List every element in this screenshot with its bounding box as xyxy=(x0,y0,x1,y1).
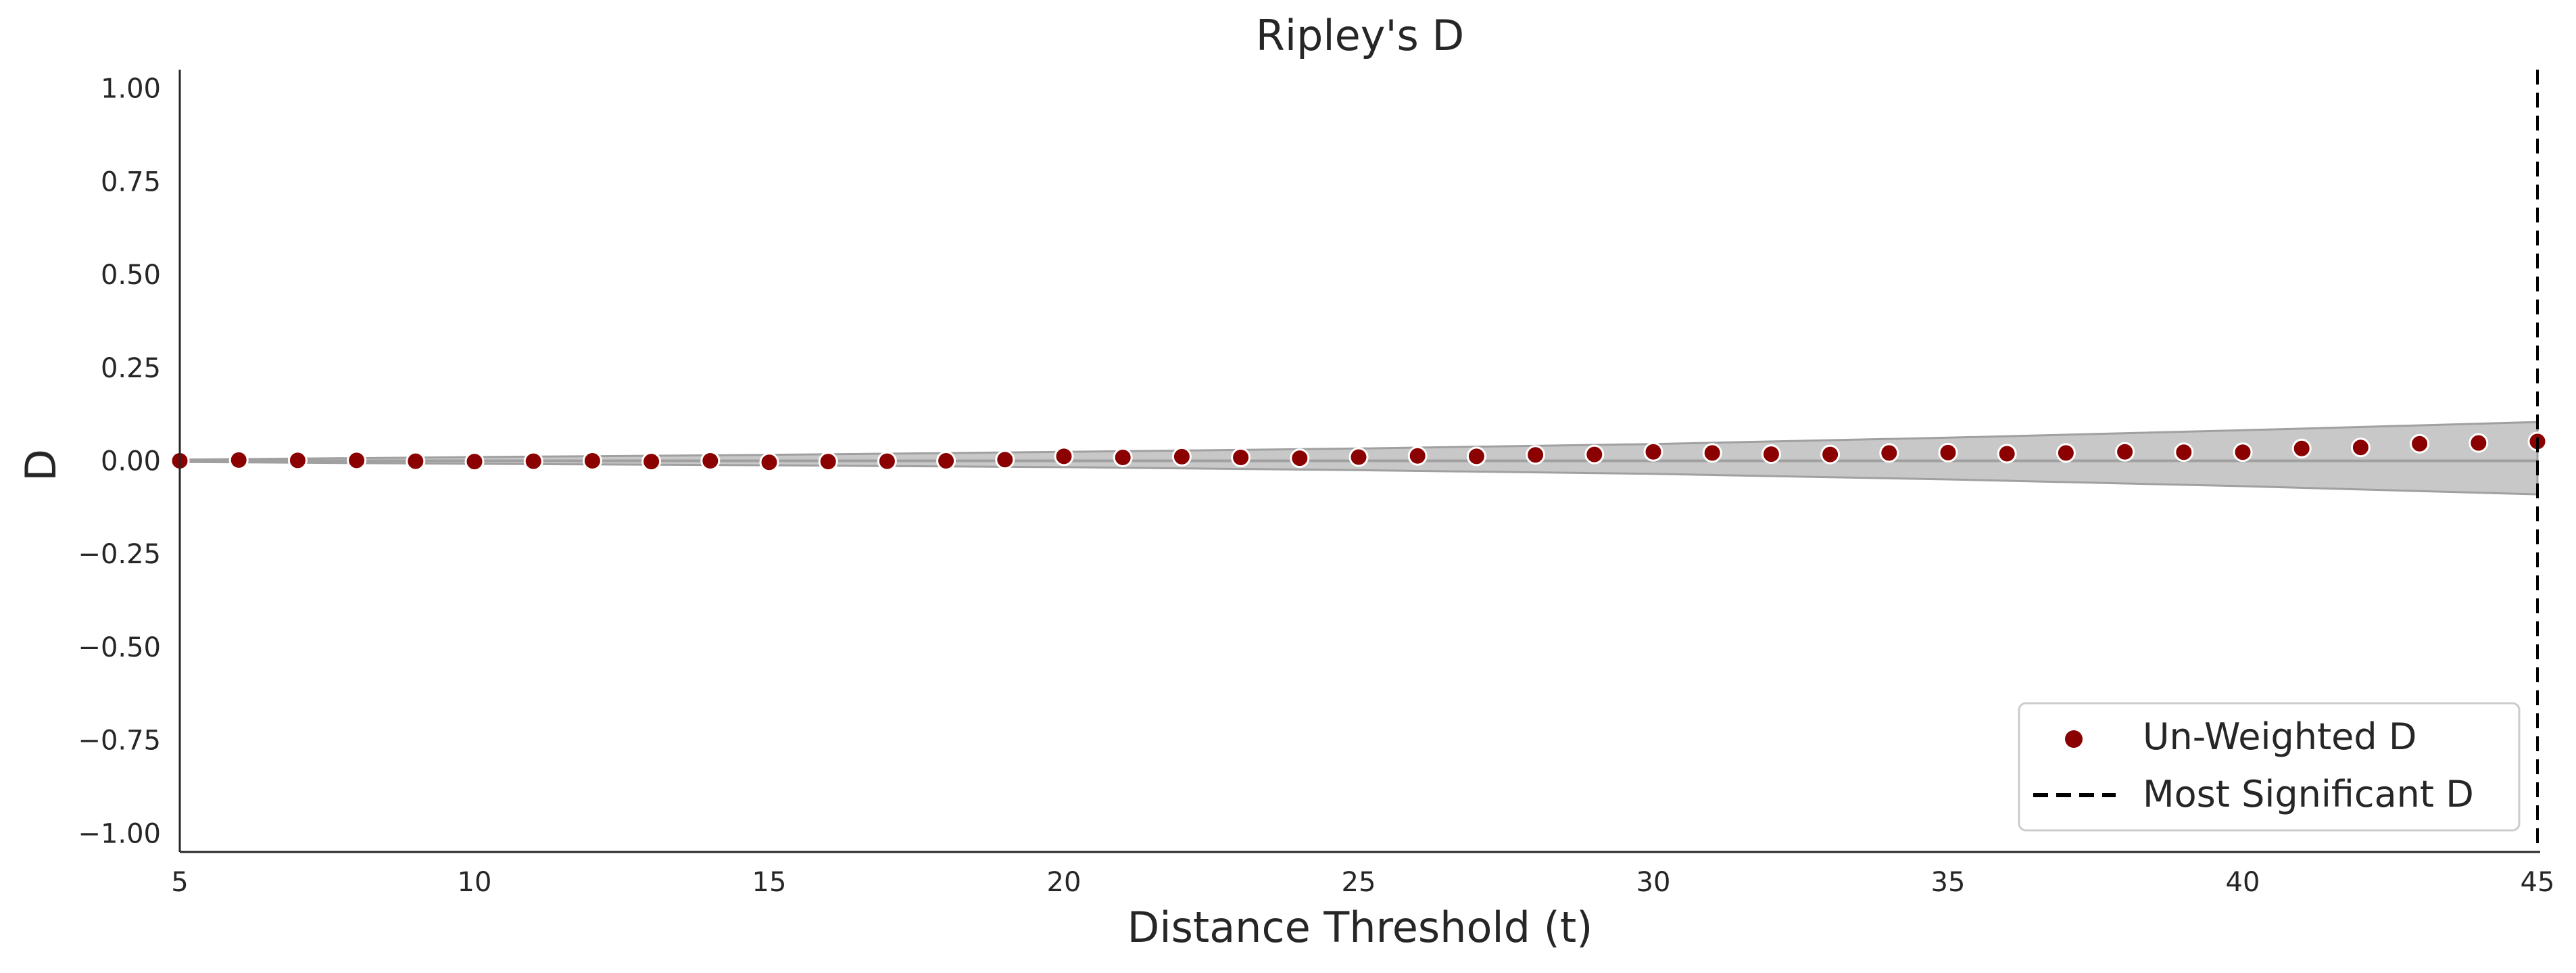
data-point xyxy=(1113,448,1133,467)
x-tick-label: 30 xyxy=(1636,867,1671,898)
data-point xyxy=(1348,447,1369,467)
data-point xyxy=(1938,442,1958,462)
x-axis-label: Distance Threshold (t) xyxy=(1127,903,1593,952)
x-tick-labels: 5 10 15 20 25 30 35 40 45 xyxy=(171,867,2554,898)
data-point xyxy=(2469,433,2489,453)
legend-label-unweighted: Un-Weighted D xyxy=(2143,715,2416,758)
data-point xyxy=(2056,443,2076,463)
data-point xyxy=(582,451,602,471)
data-point xyxy=(1526,445,1546,465)
data-point xyxy=(877,451,897,471)
x-tick-label: 5 xyxy=(171,867,188,898)
legend-marker-unweighted xyxy=(2065,730,2083,748)
x-tick-label: 25 xyxy=(1342,867,1376,898)
data-point xyxy=(1761,444,1781,465)
y-tick-label: −0.25 xyxy=(78,539,161,570)
data-point xyxy=(2291,438,2312,458)
data-point xyxy=(523,451,543,471)
data-point xyxy=(700,451,721,471)
data-point xyxy=(1879,443,1899,463)
y-tick-label: −0.75 xyxy=(78,726,161,757)
x-tick-label: 40 xyxy=(2226,867,2260,898)
data-point xyxy=(406,451,426,471)
x-tick-label: 10 xyxy=(458,867,492,898)
data-point xyxy=(2233,442,2253,462)
x-tick-label: 15 xyxy=(752,867,787,898)
x-tick-label: 45 xyxy=(2521,867,2555,898)
y-tick-label: 0.75 xyxy=(101,166,161,197)
y-tick-label: 0.50 xyxy=(101,260,161,291)
data-point xyxy=(818,452,838,472)
data-point xyxy=(1171,446,1192,467)
data-point xyxy=(1820,444,1841,465)
data-point xyxy=(1997,444,2017,464)
data-point xyxy=(347,450,367,471)
chart-title: Ripley's D xyxy=(1256,11,1465,60)
data-point xyxy=(1407,446,1428,466)
x-tick-label: 35 xyxy=(1931,867,1966,898)
data-point xyxy=(1584,444,1605,465)
data-point xyxy=(1231,448,1251,467)
data-point xyxy=(936,451,956,471)
data-point xyxy=(641,452,662,472)
legend: Un-Weighted D Most Significant D xyxy=(2018,702,2521,832)
data-point xyxy=(2174,442,2194,462)
data-point xyxy=(1466,446,1486,467)
data-point xyxy=(1702,443,1722,463)
y-axis-label: D xyxy=(16,449,66,481)
data-point xyxy=(287,450,308,471)
legend-label-significant: Most Significant D xyxy=(2143,773,2474,815)
data-point xyxy=(1290,448,1310,469)
x-tick-label: 20 xyxy=(1047,867,1082,898)
data-point xyxy=(759,452,779,473)
y-tick-label: 0.25 xyxy=(101,353,161,384)
data-point xyxy=(1643,442,1663,462)
data-point xyxy=(1054,446,1074,467)
y-tick-label: −1.00 xyxy=(78,819,161,850)
data-point xyxy=(228,450,249,470)
y-tick-labels: 1.00 0.75 0.50 0.25 0.00 −0.25 −0.50 −0.75 −1.00 xyxy=(78,74,161,850)
data-point xyxy=(2410,433,2430,454)
y-tick-label: 0.00 xyxy=(101,446,161,477)
legend-box xyxy=(2018,702,2521,832)
data-point xyxy=(2350,437,2371,458)
data-point xyxy=(2115,442,2135,462)
data-point xyxy=(995,450,1015,470)
data-point xyxy=(464,452,485,472)
y-tick-label: −0.50 xyxy=(78,632,161,663)
y-tick-label: 1.00 xyxy=(101,74,161,105)
